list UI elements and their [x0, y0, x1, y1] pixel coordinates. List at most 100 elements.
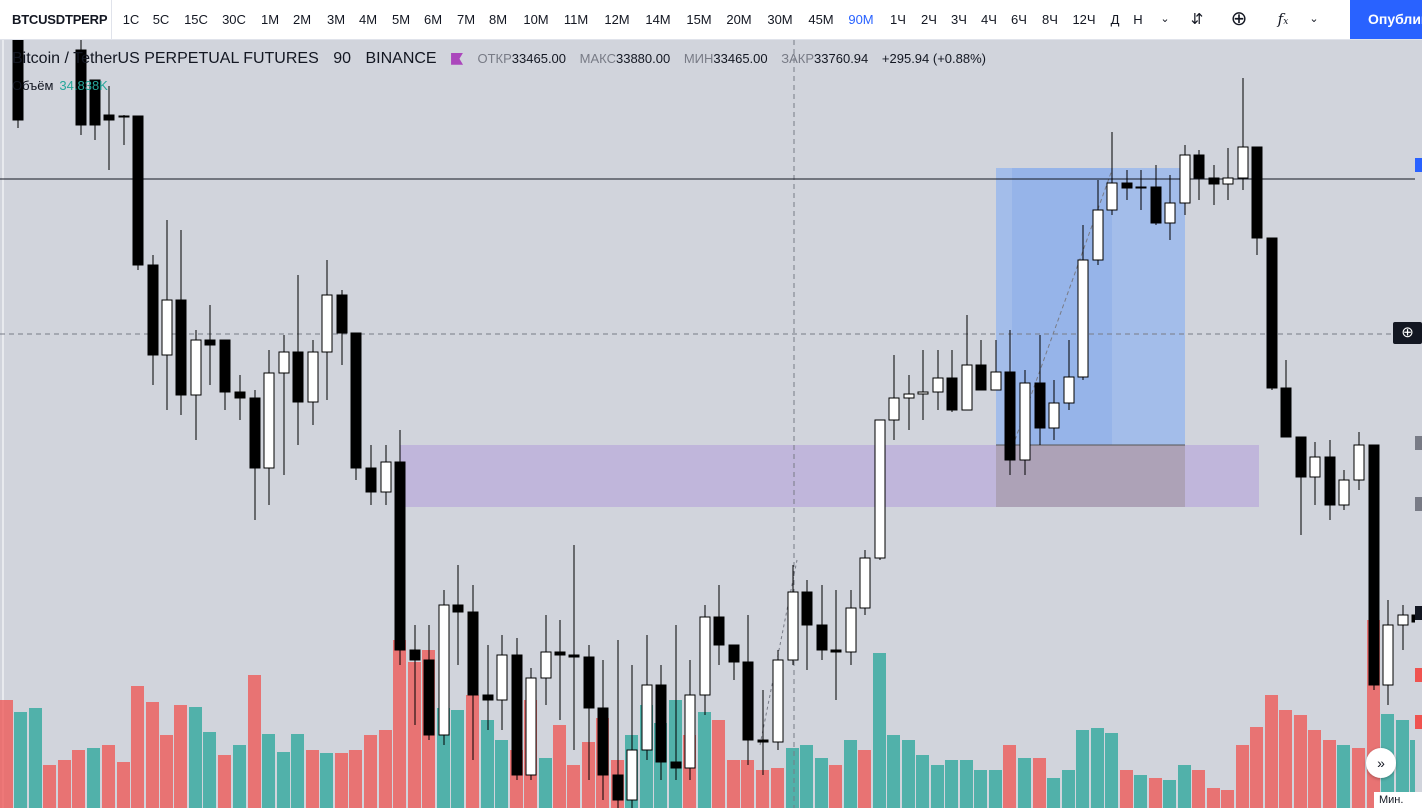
volume-bar [1178, 765, 1191, 808]
compare-add-icon[interactable]: ⊕ [1230, 8, 1248, 30]
volume-bar [43, 765, 56, 808]
interval-12[interactable]: 10М [523, 12, 549, 27]
volume-bar [873, 653, 886, 808]
interval-5[interactable]: 2М [292, 12, 312, 27]
volume-bar [931, 765, 944, 808]
candle-body [1382, 624, 1394, 686]
interval-7[interactable]: 4М [358, 12, 378, 27]
candle-body [1077, 259, 1089, 378]
interval-15[interactable]: 14М [645, 12, 671, 27]
candle-body [684, 694, 696, 769]
candle-body [787, 591, 799, 661]
price-chart[interactable] [0, 40, 1422, 808]
volume-bar [1221, 790, 1234, 808]
candle-body [597, 707, 609, 776]
volume-bar [786, 748, 799, 808]
interval-24[interactable]: 4Ч [981, 12, 997, 27]
interval-29[interactable]: Н [1133, 12, 1143, 27]
volume-bar [1033, 758, 1046, 808]
interval-20[interactable]: 90М [848, 12, 874, 27]
volume-bar [727, 760, 740, 808]
interval-13[interactable]: 11М [563, 12, 589, 27]
interval-8[interactable]: 5М [391, 12, 411, 27]
candle-body [496, 654, 508, 701]
publish-button[interactable]: Опубликовать [1350, 0, 1422, 39]
interval-6[interactable]: 3М [326, 12, 346, 27]
chevron-down-icon[interactable]: ⌄ [1309, 13, 1319, 25]
candle-body [540, 651, 552, 679]
volume-bar [989, 770, 1002, 808]
candle-body [830, 649, 842, 653]
volume-bar [1062, 770, 1075, 808]
volume-bar [1396, 720, 1409, 808]
chart-legend: Bitcoin / TetherUS PERPETUAL FUTURES 90 … [12, 50, 1006, 68]
candle-body [147, 264, 159, 356]
legend-interval: 90 [333, 50, 352, 67]
symbol-search-button[interactable]: BTCUSDTPERP [0, 0, 112, 39]
candle-body [292, 351, 304, 403]
interval-2[interactable]: 15С [184, 12, 208, 27]
candle-body [1193, 154, 1205, 179]
trend-dashed-line [759, 559, 798, 746]
candle-body [219, 339, 231, 393]
candle-body [1106, 182, 1118, 211]
interval-26[interactable]: 8Ч [1042, 12, 1058, 27]
interval-10[interactable]: 7М [456, 12, 476, 27]
interval-14[interactable]: 12М [604, 12, 630, 27]
volume-bar [306, 750, 319, 808]
interval-18[interactable]: 30М [767, 12, 793, 27]
candle-body [1121, 182, 1133, 189]
interval-4[interactable]: 1М [260, 12, 280, 27]
volume-bar [945, 760, 958, 808]
candle-body [263, 372, 275, 469]
candle-body [89, 79, 101, 126]
candle-body [699, 616, 711, 696]
candle-body [1019, 382, 1031, 461]
volume-bar [1352, 748, 1365, 808]
volume-value: 34.838K [59, 78, 108, 93]
volume-bar [902, 740, 915, 808]
volume-bar [1337, 745, 1350, 808]
more-intervals-chevron-icon[interactable]: ⌄ [1160, 13, 1170, 25]
candle-body [874, 419, 886, 559]
volume-bar [393, 640, 406, 808]
price-axis-strip[interactable] [1415, 40, 1422, 808]
interval-23[interactable]: 3Ч [951, 12, 967, 27]
interval-22[interactable]: 2Ч [921, 12, 937, 27]
interval-28[interactable]: Д [1110, 12, 1120, 27]
candle-body [438, 604, 450, 736]
volume-bar [14, 712, 27, 808]
interval-25[interactable]: 6Ч [1011, 12, 1027, 27]
candle-body [626, 749, 638, 801]
candle-body [409, 649, 421, 661]
candle-style-icon[interactable]: ⇵ [1190, 11, 1204, 28]
volume-bar [1018, 758, 1031, 808]
volume-bar [72, 750, 85, 808]
interval-0[interactable]: 1С [122, 12, 140, 27]
interval-21[interactable]: 1Ч [890, 12, 906, 27]
candle-body [336, 294, 348, 334]
indicators-icon[interactable]: fx [1277, 10, 1289, 28]
candle-body [278, 351, 290, 374]
interval-1[interactable]: 5С [152, 12, 170, 27]
scale-mode-label[interactable]: Мин. [1374, 792, 1422, 808]
price-axis-marker [1415, 497, 1422, 511]
candle-body [175, 299, 187, 396]
candle-body [990, 371, 1002, 391]
flag-icon[interactable] [451, 52, 464, 65]
scroll-to-realtime-icon[interactable]: » [1366, 748, 1396, 778]
interval-27[interactable]: 12Ч [1072, 12, 1096, 27]
interval-17[interactable]: 20М [726, 12, 752, 27]
candle-body [249, 397, 261, 469]
interval-11[interactable]: 8М [488, 12, 508, 27]
candle-body [1092, 209, 1104, 261]
crosshair-plus-icon[interactable]: ⊕ [1393, 322, 1422, 344]
interval-9[interactable]: 6М [423, 12, 443, 27]
volume-label: Объём [12, 78, 54, 93]
candle-body [713, 616, 725, 646]
interval-16[interactable]: 15М [686, 12, 712, 27]
interval-19[interactable]: 45М [808, 12, 834, 27]
volume-bar [87, 748, 100, 808]
interval-3[interactable]: 30С [222, 12, 246, 27]
candle-body [161, 299, 173, 356]
